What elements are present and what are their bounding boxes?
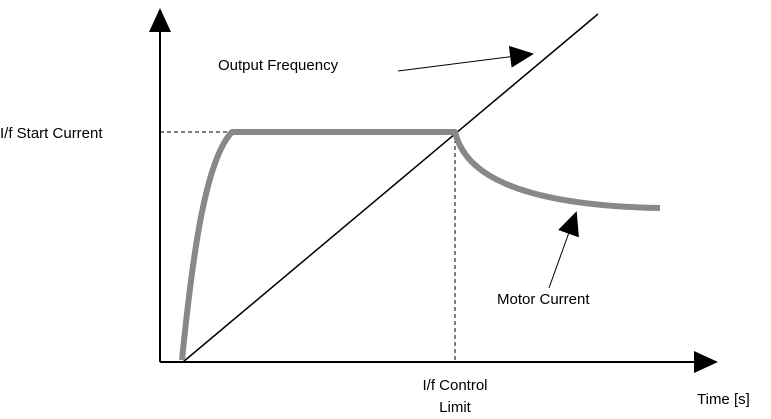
pointer-arrow (397, 45, 534, 72)
current-curve (179, 129, 661, 361)
pointer-arrow (548, 211, 579, 289)
label: I/f Control (422, 377, 487, 394)
label: Motor Current (497, 291, 590, 308)
label: Output Frequency (218, 57, 339, 74)
label: Time [s] (697, 391, 750, 408)
label: Limit (439, 399, 472, 416)
frequency-line (182, 13, 599, 363)
label: I/f Start Current (0, 125, 103, 142)
